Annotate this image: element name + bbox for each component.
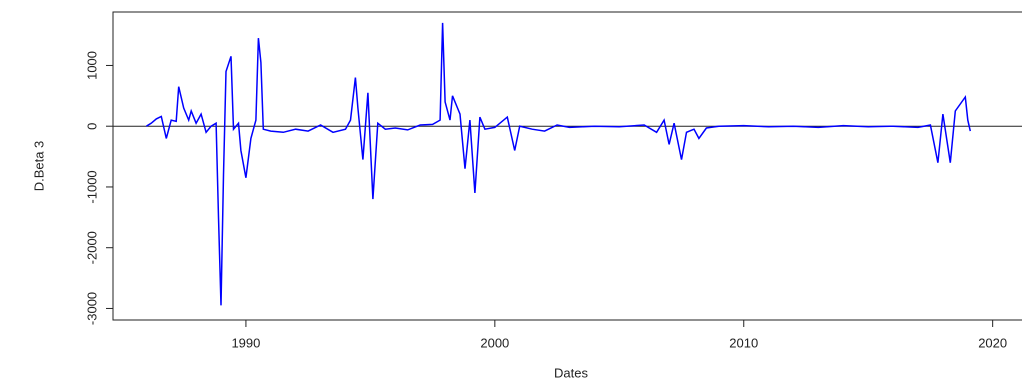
x-axis-label: Dates — [554, 365, 588, 380]
y-tick-label: -3000 — [84, 292, 99, 325]
y-tick-label: 1000 — [84, 51, 99, 80]
y-tick-label: 0 — [84, 123, 99, 130]
y-tick-label: -1000 — [84, 170, 99, 203]
x-tick-label: 2000 — [480, 335, 509, 350]
x-tick-label: 2010 — [729, 335, 758, 350]
y-axis-label: D.Beta 3 — [31, 141, 46, 192]
data-line — [146, 22, 972, 306]
plot-frame — [112, 11, 1022, 321]
x-tick-label: 1990 — [231, 335, 260, 350]
y-tick-label: -2000 — [84, 231, 99, 264]
x-tick-label: 2020 — [978, 335, 1007, 350]
